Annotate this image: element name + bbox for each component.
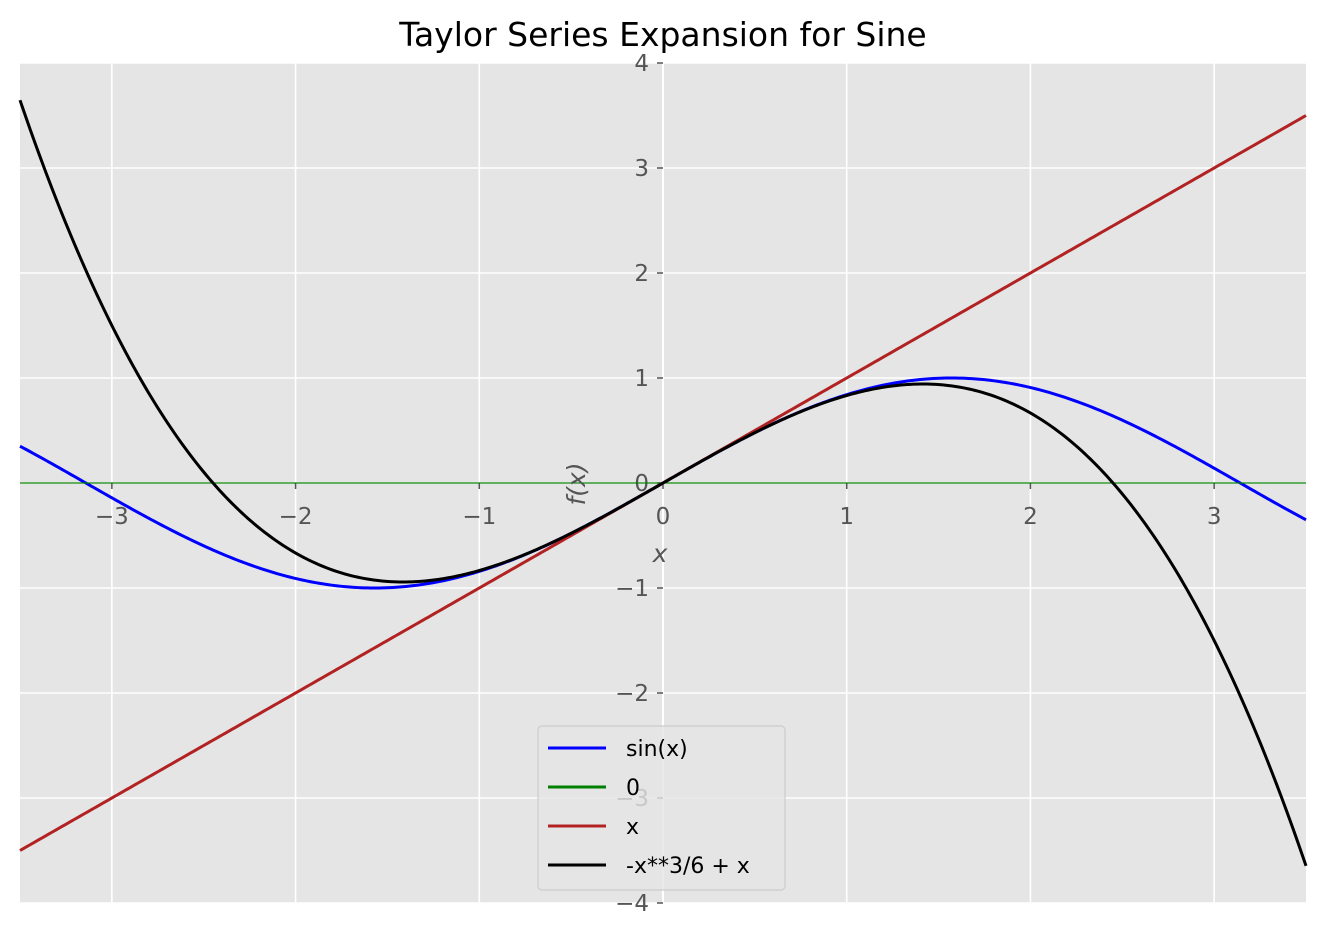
y-tick-label-4: 0 bbox=[634, 471, 649, 497]
y-tick-label-7: 3 bbox=[634, 156, 649, 182]
x-tick-label-4: 1 bbox=[839, 504, 854, 530]
x-tick-label-1: −2 bbox=[279, 504, 313, 530]
legend-label-2: x bbox=[626, 815, 639, 840]
legend-label-3: -x**3/6 + x bbox=[626, 854, 750, 879]
y-tick-label-0: −4 bbox=[615, 891, 649, 917]
x-tick-label-2: −1 bbox=[462, 504, 496, 530]
legend: sin(x) 0 x -x**3/6 + x bbox=[537, 725, 786, 891]
y-tick-label-8: 4 bbox=[634, 51, 649, 77]
legend-label-0: sin(x) bbox=[626, 737, 688, 762]
legend-label-1: 0 bbox=[626, 776, 640, 801]
y-axis-label: f(x) bbox=[562, 462, 591, 505]
y-tick-label-3: −1 bbox=[615, 576, 649, 602]
x-axis-label: x bbox=[652, 539, 668, 568]
x-tick-label-6: 3 bbox=[1207, 504, 1222, 530]
x-tick-label-0: −3 bbox=[95, 504, 129, 530]
chart-title: Taylor Series Expansion for Sine bbox=[398, 15, 926, 54]
x-tick-label-3: 0 bbox=[656, 504, 671, 530]
series-lines bbox=[18, 99, 1308, 867]
y-tick-label-6: 2 bbox=[634, 261, 649, 287]
y-tick-label-2: −2 bbox=[615, 681, 649, 707]
series-line-3 bbox=[18, 99, 1308, 867]
legend-box bbox=[537, 725, 786, 891]
y-tick-label-5: 1 bbox=[634, 366, 649, 392]
x-tick-label-5: 2 bbox=[1023, 504, 1038, 530]
